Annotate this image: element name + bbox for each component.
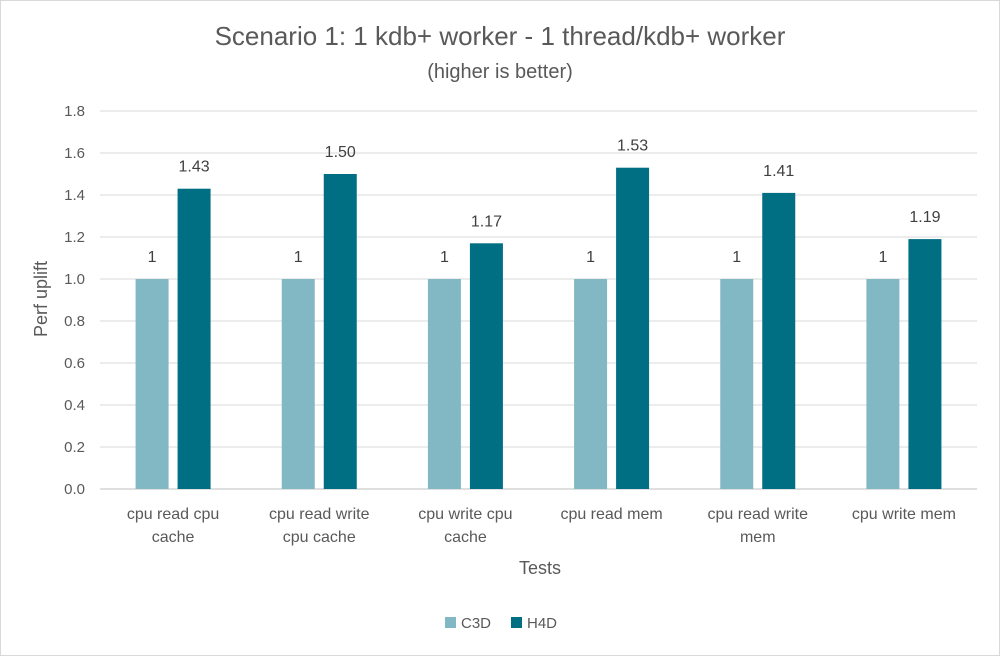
bar-h4d — [323, 174, 357, 489]
data-label: 1 — [148, 249, 157, 266]
x-axis-title: Tests — [519, 558, 561, 578]
category-label: cpu read cpu cache — [127, 506, 220, 546]
data-label: 1.53 — [617, 138, 648, 155]
y-tick-label: 1.0 — [64, 271, 85, 288]
bar-c3d — [720, 279, 754, 489]
category-labels: cpu read cpu cache cpu read write cpu cache… — [127, 506, 956, 546]
legend: C3D H4D — [445, 615, 557, 632]
y-tick-label: 0.4 — [64, 397, 85, 414]
data-label: 1.17 — [471, 213, 502, 230]
category-label: cpu write cpu cache — [418, 506, 512, 546]
category-label: cpu read write cpu cache — [269, 506, 370, 546]
category-label: cpu write mem — [852, 506, 956, 523]
category-label: cpu read write mem — [708, 506, 809, 546]
bar-c3d — [427, 279, 461, 489]
y-tick-label: 0.0 — [64, 481, 85, 498]
y-axis-ticks: 0.0 0.2 0.4 0.6 0.8 1.0 1.2 1.4 1.6 1.8 — [64, 103, 85, 498]
bar-h4d — [469, 243, 503, 489]
data-label: 1.19 — [909, 209, 940, 226]
bar-c3d — [135, 279, 169, 489]
bar-c3d — [281, 279, 315, 489]
bar-h4d — [177, 188, 211, 489]
legend-label-c3d: C3D — [461, 615, 491, 632]
y-tick-label: 1.2 — [64, 229, 85, 246]
bar-h4d — [762, 192, 796, 489]
bars — [135, 167, 942, 489]
data-label: 1 — [586, 249, 595, 266]
data-label: 1 — [440, 249, 449, 266]
bar-h4d — [908, 239, 942, 489]
chart-title: Scenario 1: 1 kdb+ worker - 1 thread/kdb… — [215, 21, 786, 51]
data-label: 1.50 — [325, 144, 356, 161]
data-label: 1 — [878, 249, 887, 266]
data-label: 1 — [294, 249, 303, 266]
y-tick-label: 1.8 — [64, 103, 85, 120]
bar-c3d — [866, 279, 900, 489]
y-tick-label: 0.6 — [64, 355, 85, 372]
y-tick-label: 1.4 — [64, 187, 85, 204]
data-label: 1.43 — [179, 159, 210, 176]
legend-label-h4d: H4D — [527, 615, 557, 632]
bar-c3d — [574, 279, 608, 489]
legend-swatch-c3d — [445, 617, 456, 628]
gridlines — [100, 110, 977, 490]
data-label: 1.41 — [763, 163, 794, 180]
data-labels: 1 1.43 1 1.50 1 1.17 1 1.53 1 1.41 1 1.19 — [148, 138, 941, 266]
y-tick-label: 0.8 — [64, 313, 85, 330]
data-label: 1 — [732, 249, 741, 266]
y-tick-label: 0.2 — [64, 439, 85, 456]
chart-subtitle: (higher is better) — [427, 61, 573, 83]
bar-h4d — [616, 167, 650, 489]
y-axis-title: Perf uplift — [31, 261, 51, 337]
legend-swatch-h4d — [511, 617, 522, 628]
category-label: cpu read mem — [560, 506, 662, 523]
y-tick-label: 1.6 — [64, 145, 85, 162]
